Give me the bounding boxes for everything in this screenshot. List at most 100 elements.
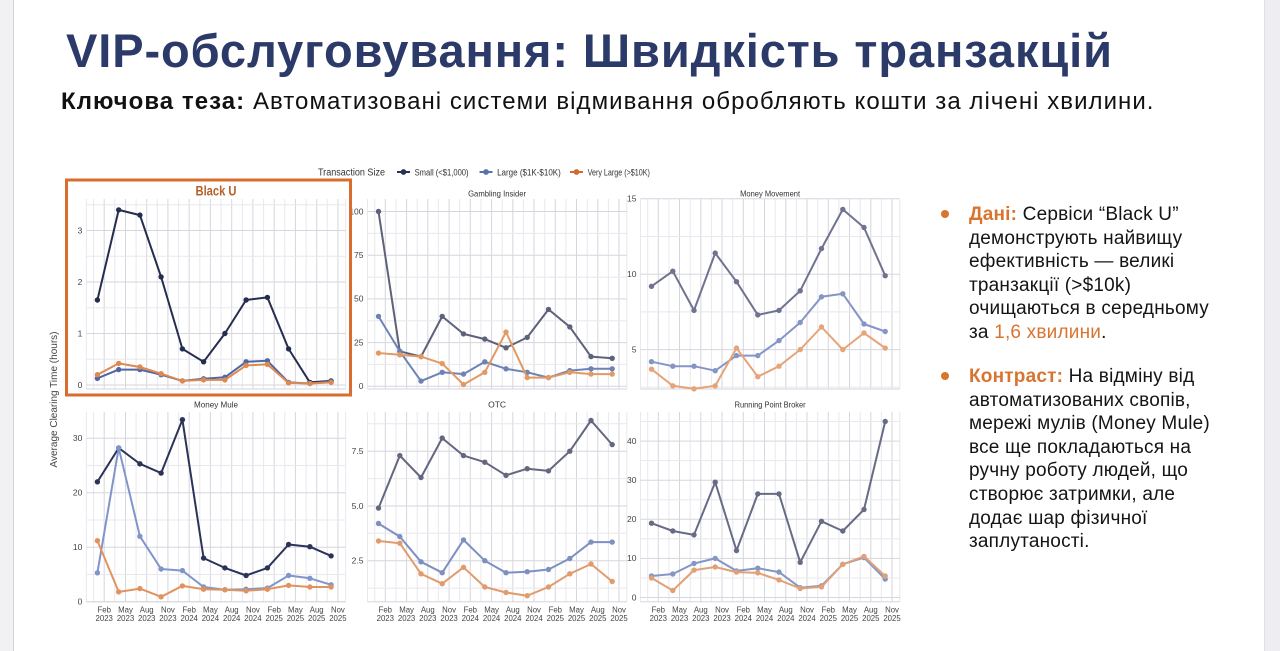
- svg-text:5: 5: [632, 344, 637, 354]
- svg-text:1: 1: [78, 328, 83, 338]
- svg-text:May: May: [399, 605, 414, 614]
- svg-text:2023: 2023: [692, 614, 709, 623]
- svg-text:Large ($1K-$10K): Large ($1K-$10K): [497, 168, 561, 178]
- svg-text:2024: 2024: [483, 614, 501, 623]
- svg-text:Nov: Nov: [885, 605, 899, 614]
- svg-text:2023: 2023: [138, 614, 155, 623]
- svg-text:May: May: [569, 605, 584, 614]
- svg-text:2024: 2024: [777, 614, 795, 623]
- svg-text:2024: 2024: [756, 614, 774, 623]
- svg-text:10: 10: [627, 553, 637, 563]
- svg-text:OTC: OTC: [488, 399, 506, 409]
- svg-text:2024: 2024: [735, 614, 753, 623]
- svg-text:Aug: Aug: [225, 605, 239, 614]
- svg-text:2024: 2024: [798, 614, 816, 623]
- svg-text:2023: 2023: [377, 614, 394, 623]
- svg-text:Black U: Black U: [196, 182, 237, 198]
- svg-text:Nov: Nov: [246, 605, 260, 614]
- svg-text:Gambling Insider: Gambling Insider: [468, 188, 526, 198]
- svg-text:Feb: Feb: [549, 605, 563, 614]
- svg-text:2024: 2024: [223, 614, 241, 623]
- svg-text:30: 30: [73, 433, 83, 443]
- svg-text:Nov: Nov: [527, 605, 541, 614]
- svg-text:Very Large (>$10K): Very Large (>$10K): [588, 168, 650, 178]
- svg-text:30: 30: [627, 475, 637, 485]
- svg-text:2023: 2023: [96, 614, 113, 623]
- svg-text:2023: 2023: [398, 614, 415, 623]
- svg-text:Nov: Nov: [442, 605, 456, 614]
- svg-text:Aug: Aug: [310, 605, 324, 614]
- svg-text:0: 0: [78, 597, 83, 607]
- svg-text:100: 100: [349, 206, 363, 216]
- svg-text:2024: 2024: [181, 614, 199, 623]
- svg-text:2023: 2023: [419, 614, 436, 623]
- svg-text:2023: 2023: [440, 614, 457, 623]
- svg-text:50: 50: [354, 294, 364, 304]
- svg-text:Feb: Feb: [822, 605, 836, 614]
- svg-text:2025: 2025: [820, 614, 838, 623]
- svg-text:Aug: Aug: [140, 605, 154, 614]
- svg-text:2025: 2025: [610, 614, 628, 623]
- svg-text:0: 0: [632, 592, 637, 602]
- svg-text:0: 0: [78, 380, 83, 390]
- svg-text:May: May: [203, 605, 218, 614]
- svg-text:Aug: Aug: [694, 605, 708, 614]
- svg-text:Feb: Feb: [379, 605, 393, 614]
- svg-text:2024: 2024: [504, 614, 522, 623]
- svg-text:2025: 2025: [883, 614, 901, 623]
- svg-text:25: 25: [354, 337, 364, 347]
- svg-text:75: 75: [354, 250, 364, 260]
- svg-text:2024: 2024: [244, 614, 262, 623]
- svg-text:Feb: Feb: [97, 605, 111, 614]
- svg-text:Transaction Size: Transaction Size: [318, 167, 385, 178]
- svg-text:Money Movement: Money Movement: [740, 188, 801, 198]
- svg-text:May: May: [484, 605, 499, 614]
- svg-text:2025: 2025: [266, 614, 284, 623]
- svg-text:0: 0: [359, 381, 364, 391]
- svg-text:20: 20: [627, 514, 637, 524]
- svg-text:2025: 2025: [547, 614, 565, 623]
- svg-text:2025: 2025: [841, 614, 859, 623]
- svg-text:Aug: Aug: [779, 605, 793, 614]
- svg-text:May: May: [288, 605, 303, 614]
- svg-text:Nov: Nov: [161, 605, 175, 614]
- svg-text:2024: 2024: [525, 614, 543, 623]
- svg-text:15: 15: [627, 194, 637, 204]
- svg-text:2023: 2023: [713, 614, 730, 623]
- svg-text:2025: 2025: [308, 614, 326, 623]
- svg-text:Feb: Feb: [267, 605, 281, 614]
- svg-text:Money Mule: Money Mule: [194, 399, 238, 409]
- svg-text:2023: 2023: [117, 614, 134, 623]
- svg-text:3: 3: [78, 225, 83, 235]
- svg-text:May: May: [118, 605, 133, 614]
- svg-text:Feb: Feb: [652, 605, 666, 614]
- svg-text:Feb: Feb: [464, 605, 478, 614]
- svg-text:2024: 2024: [462, 614, 480, 623]
- svg-text:Aug: Aug: [506, 605, 520, 614]
- svg-text:10: 10: [73, 542, 83, 552]
- svg-text:Average Clearing Time (hours): Average Clearing Time (hours): [49, 332, 60, 468]
- svg-text:Small (<$1,000): Small (<$1,000): [415, 168, 469, 178]
- svg-text:2024: 2024: [202, 614, 220, 623]
- svg-text:2025: 2025: [329, 614, 347, 623]
- svg-text:Aug: Aug: [421, 605, 435, 614]
- svg-text:Aug: Aug: [864, 605, 878, 614]
- svg-text:Nov: Nov: [612, 605, 626, 614]
- svg-text:7.5: 7.5: [352, 446, 364, 456]
- svg-text:20: 20: [73, 488, 83, 498]
- svg-text:May: May: [672, 605, 687, 614]
- svg-text:Running Point Broker: Running Point Broker: [735, 399, 806, 409]
- svg-text:May: May: [757, 605, 772, 614]
- svg-text:Feb: Feb: [182, 605, 196, 614]
- svg-text:2025: 2025: [287, 614, 305, 623]
- svg-text:2: 2: [78, 277, 83, 287]
- svg-text:Nov: Nov: [715, 605, 729, 614]
- svg-text:Feb: Feb: [737, 605, 751, 614]
- svg-text:Nov: Nov: [800, 605, 814, 614]
- svg-text:10: 10: [627, 269, 637, 279]
- svg-text:2025: 2025: [862, 614, 880, 623]
- svg-text:2025: 2025: [589, 614, 607, 623]
- svg-text:2.5: 2.5: [352, 556, 364, 566]
- svg-text:2023: 2023: [650, 614, 667, 623]
- svg-text:Aug: Aug: [591, 605, 605, 614]
